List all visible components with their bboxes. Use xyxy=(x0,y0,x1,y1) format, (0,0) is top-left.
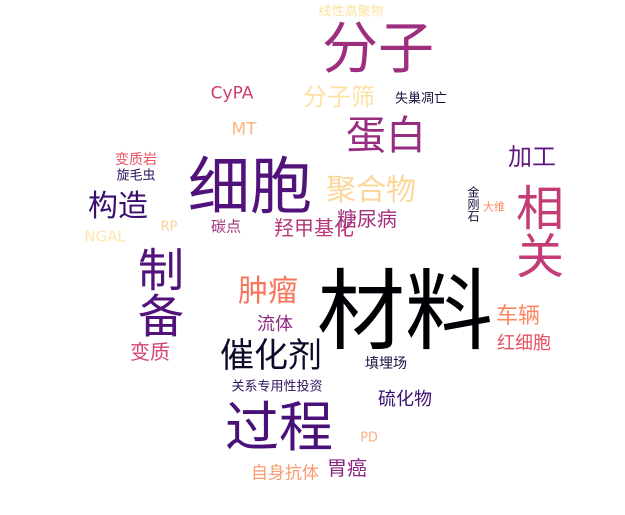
word-cloud-word: 过程 xyxy=(225,396,333,459)
word-cloud-word: 金刚石 xyxy=(466,186,480,222)
word-cloud-word: 碳点 xyxy=(210,217,242,236)
word-cloud-word: PD xyxy=(360,430,378,446)
word-cloud-word: 变质 xyxy=(130,340,170,364)
word-cloud-word: 蛋白 xyxy=(346,113,426,159)
word-cloud-word: RP xyxy=(160,219,178,235)
word-cloud-word: 失巢凋亡 xyxy=(394,91,448,107)
word-cloud-word: 车辆 xyxy=(495,304,541,329)
word-cloud-word: 材料 xyxy=(316,260,494,363)
word-cloud-word: MT xyxy=(231,119,257,140)
word-cloud-word: 关系专用性投资 xyxy=(231,379,323,395)
word-cloud-word: 胃癌 xyxy=(327,456,367,480)
word-cloud-word: 大维 xyxy=(483,200,505,214)
word-cloud-word: 线性高聚物 xyxy=(318,4,384,20)
word-cloud-word: NGAL xyxy=(84,227,126,246)
word-cloud-word: 糖尿病 xyxy=(337,207,397,231)
word-cloud-word: 催化剂 xyxy=(220,336,322,376)
word-cloud-word: 聚合物 xyxy=(326,173,416,208)
word-cloud-word: 肿瘤 xyxy=(238,274,298,309)
word-cloud-word: 流体 xyxy=(257,314,293,335)
word-cloud-word: CyPA xyxy=(210,83,254,104)
word-cloud-word: 细胞 xyxy=(187,150,313,223)
word-cloud-word: 分子筛 xyxy=(303,83,375,111)
word-cloud-word: 变质岩 xyxy=(115,152,157,168)
word-cloud-word: 旋毛虫 xyxy=(116,168,156,184)
word-cloud-word: 硫化物 xyxy=(378,389,432,410)
word-cloud-word: 相关 xyxy=(507,183,563,279)
word-cloud-word: 红细胞 xyxy=(497,333,551,354)
word-cloud-word: 羟甲基化 xyxy=(274,216,354,240)
word-cloud-word: 自身抗体 xyxy=(251,463,319,484)
word-cloud-word: 构造 xyxy=(88,189,148,224)
word-cloud-word: 填埋场 xyxy=(365,356,407,372)
word-cloud-word: 加工 xyxy=(508,143,556,171)
word-cloud-word: 制备 xyxy=(131,246,185,338)
word-cloud-word: 分子 xyxy=(322,17,434,82)
